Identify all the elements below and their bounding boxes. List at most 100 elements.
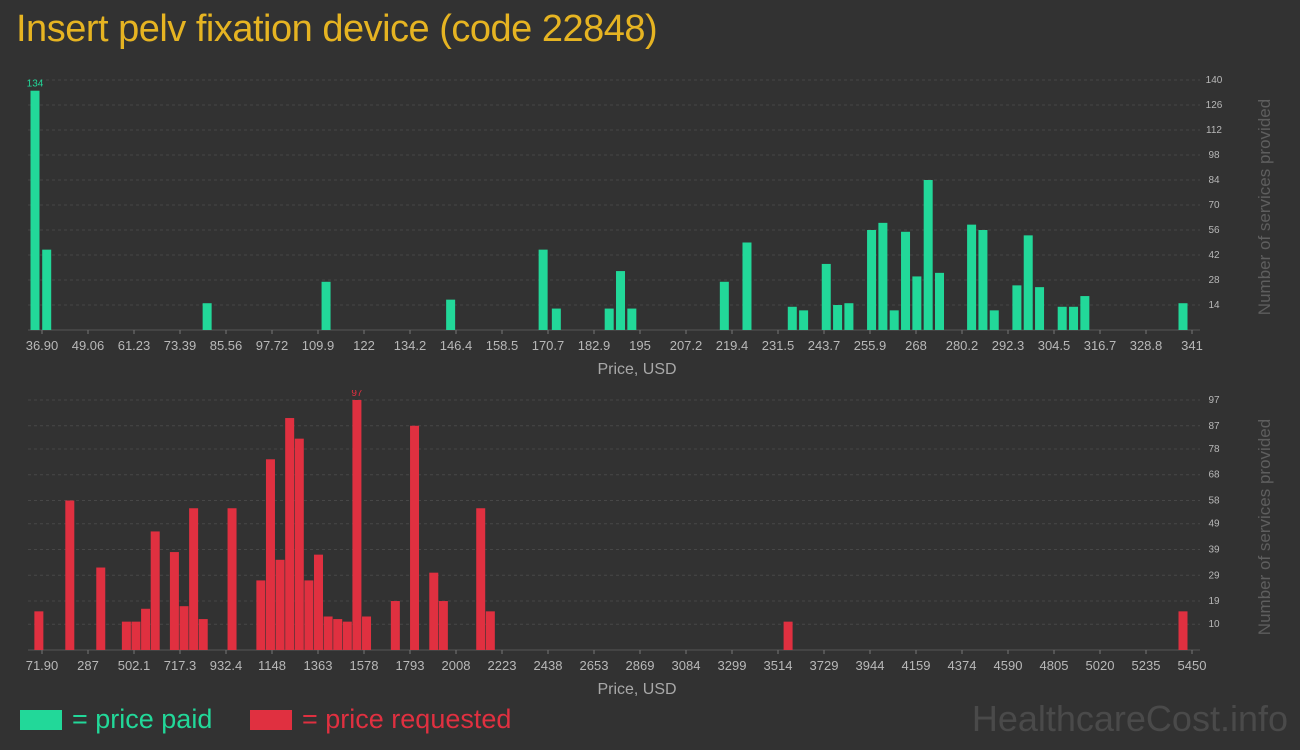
paid-bar bbox=[978, 230, 988, 330]
paid-x-tick-label: 134.2 bbox=[394, 338, 427, 353]
paid-y-tick-label: 126 bbox=[1206, 100, 1223, 111]
requested-bar bbox=[65, 500, 75, 650]
paid-y-tick-label: 98 bbox=[1208, 150, 1220, 161]
requested-y-tick-label: 97 bbox=[1208, 395, 1220, 406]
requested-bar bbox=[256, 580, 266, 650]
requested-y-tick-label: 49 bbox=[1208, 519, 1220, 530]
requested-bar bbox=[1178, 611, 1188, 650]
legend-price-requested: = price requested bbox=[250, 704, 511, 735]
requested-bar bbox=[141, 608, 151, 650]
requested-bar bbox=[189, 508, 199, 650]
requested-bar bbox=[313, 554, 323, 650]
requested-y-tick-label: 78 bbox=[1208, 444, 1220, 455]
paid-y-tick-label: 140 bbox=[1206, 75, 1223, 86]
paid-x-tick-label: 243.7 bbox=[808, 338, 841, 353]
requested-bar bbox=[410, 425, 420, 650]
paid-y-tick-label: 56 bbox=[1208, 225, 1220, 236]
paid-bar bbox=[878, 222, 888, 330]
requested-x-tick-label: 2869 bbox=[626, 658, 655, 673]
paid-bar bbox=[912, 276, 922, 330]
requested-y-tick-label: 68 bbox=[1208, 470, 1220, 481]
paid-bar bbox=[923, 180, 933, 330]
paid-bar bbox=[821, 263, 831, 330]
paid-bar bbox=[1069, 306, 1079, 330]
paid-bar bbox=[889, 310, 899, 330]
requested-x-tick-label: 4374 bbox=[948, 658, 977, 673]
paid-bar bbox=[321, 281, 331, 330]
legend-paid-swatch bbox=[20, 709, 62, 730]
paid-x-tick-label: 280.2 bbox=[946, 338, 979, 353]
requested-bar bbox=[96, 567, 106, 650]
requested-x-tick-label: 3944 bbox=[856, 658, 885, 673]
requested-bar bbox=[333, 619, 343, 650]
legend-requested-label: = price requested bbox=[302, 704, 512, 734]
requested-y-tick-label: 10 bbox=[1208, 619, 1220, 630]
requested-bar bbox=[476, 508, 486, 650]
paid-x-tick-label: 146.4 bbox=[440, 338, 473, 353]
requested-bar bbox=[169, 552, 179, 650]
paid-bar bbox=[967, 224, 977, 330]
paid-bar bbox=[604, 308, 614, 330]
paid-bar bbox=[1178, 303, 1188, 330]
paid-x-tick-label: 328.8 bbox=[1130, 338, 1163, 353]
requested-x-tick-label: 4590 bbox=[994, 658, 1023, 673]
requested-x-tick-label: 1363 bbox=[304, 658, 333, 673]
paid-x-tick-label: 49.06 bbox=[72, 338, 105, 353]
paid-x-tick-label: 316.7 bbox=[1084, 338, 1117, 353]
requested-y-tick-label: 58 bbox=[1208, 496, 1220, 507]
requested-x-tick-label: 1793 bbox=[396, 658, 425, 673]
requested-x-tick-label: 5020 bbox=[1086, 658, 1115, 673]
requested-x-tick-label: 932.4 bbox=[210, 658, 243, 673]
paid-x-tick-label: 36.90 bbox=[26, 338, 59, 353]
requested-y-tick-label: 19 bbox=[1208, 596, 1220, 607]
paid-x-tick-label: 255.9 bbox=[854, 338, 887, 353]
paid-bar bbox=[742, 242, 752, 330]
paid-bar bbox=[799, 310, 809, 330]
paid-bar bbox=[551, 308, 561, 330]
paid-bar bbox=[1023, 235, 1033, 330]
requested-x-tick-label: 2653 bbox=[580, 658, 609, 673]
requested-x-tick-label: 2008 bbox=[442, 658, 471, 673]
requested-x-tick-label: 4805 bbox=[1040, 658, 1069, 673]
paid-x-tick-label: 85.56 bbox=[210, 338, 243, 353]
paid-x-tick-label: 61.23 bbox=[118, 338, 151, 353]
requested-x-tick-label: 3729 bbox=[810, 658, 839, 673]
paid-bar bbox=[30, 90, 40, 330]
paid-bar bbox=[42, 249, 52, 330]
requested-x-tick-label: 287 bbox=[77, 658, 99, 673]
paid-x-tick-label: 292.3 bbox=[992, 338, 1025, 353]
legend-paid-label: = price paid bbox=[72, 704, 213, 734]
requested-y-tick-label: 39 bbox=[1208, 544, 1220, 555]
requested-x-tick-label: 1578 bbox=[350, 658, 379, 673]
requested-y-tick-label: 29 bbox=[1208, 570, 1220, 581]
requested-bar bbox=[390, 601, 400, 650]
price-paid-chart: 14 28 42 56 70 84 98 112 126 140 36.90 49.06 61.23 73… bbox=[26, 75, 1274, 378]
requested-x-tick-label: 5235 bbox=[1132, 658, 1161, 673]
requested-bar bbox=[323, 616, 333, 650]
requested-bar bbox=[352, 400, 362, 650]
requested-bar bbox=[150, 531, 160, 650]
requested-x-tick-label: 5450 bbox=[1178, 658, 1207, 673]
paid-x-tick-label: 73.39 bbox=[164, 338, 197, 353]
requested-x-tick-label: 71.90 bbox=[26, 658, 59, 673]
requested-bar bbox=[294, 438, 304, 650]
paid-x-tick-label: 268 bbox=[905, 338, 927, 353]
page-title: Insert pelv fixation device (code 22848) bbox=[16, 8, 658, 50]
requested-bar bbox=[438, 601, 448, 650]
paid-y-tick-label: 70 bbox=[1208, 200, 1220, 211]
requested-x-tick-label: 2438 bbox=[534, 658, 563, 673]
paid-bar bbox=[989, 310, 999, 330]
paid-bar bbox=[1057, 306, 1067, 330]
requested-bar bbox=[121, 621, 131, 650]
paid-bar bbox=[787, 306, 797, 330]
requested-bar bbox=[342, 621, 352, 650]
paid-x-tick-label: 207.2 bbox=[670, 338, 703, 353]
paid-x-tick-label: 182.9 bbox=[578, 338, 611, 353]
paid-y-tick-label: 28 bbox=[1208, 275, 1220, 286]
paid-bar bbox=[901, 231, 911, 330]
paid-bar bbox=[446, 299, 456, 330]
paid-bar bbox=[844, 303, 854, 330]
paid-bar bbox=[538, 249, 548, 330]
requested-bar bbox=[485, 611, 495, 650]
paid-bar bbox=[719, 281, 729, 330]
